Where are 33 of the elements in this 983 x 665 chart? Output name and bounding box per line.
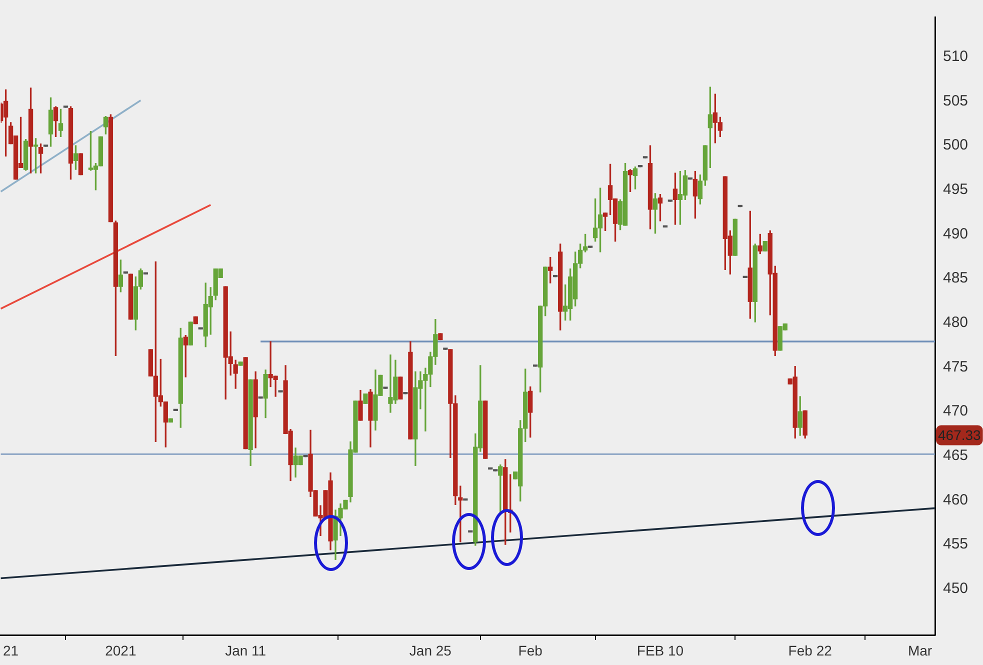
y-tick-label: 490 xyxy=(943,225,968,242)
y-tick-label: 455 xyxy=(943,536,968,553)
y-tick-label: 485 xyxy=(943,270,968,287)
candlestick xyxy=(238,362,243,366)
candlestick xyxy=(78,153,84,176)
y-tick-label: 510 xyxy=(943,48,968,66)
y-tick-label: 475 xyxy=(943,358,968,376)
x-tick-label: Feb xyxy=(518,642,543,658)
candlestick xyxy=(188,322,193,346)
y-tick-label: 505 xyxy=(943,92,968,110)
candlestick xyxy=(762,240,768,252)
y-tick-label: 460 xyxy=(943,491,968,508)
y-tick-label: 450 xyxy=(943,580,968,598)
x-tick-label: Mar xyxy=(908,642,932,658)
candlestick xyxy=(398,376,403,400)
candlestick xyxy=(363,394,368,404)
candlestick xyxy=(243,357,248,450)
candlestick xyxy=(303,454,308,458)
x-tick-label: 2021 xyxy=(105,642,136,658)
x-tick-label: 21 xyxy=(2,642,19,658)
candlestick xyxy=(258,396,263,399)
candlestick xyxy=(483,400,488,459)
y-tick-label: 495 xyxy=(943,181,968,198)
x-tick-label: FEB 10 xyxy=(636,642,684,658)
x-tick-label: Feb 22 xyxy=(788,642,832,658)
text: 467.33 xyxy=(938,427,982,444)
x-tick-label: Jan 11 xyxy=(225,642,266,658)
y-tick-label: 470 xyxy=(943,402,968,420)
y-tick-label: 465 xyxy=(943,447,968,464)
y-tick-label: 480 xyxy=(943,314,968,332)
candlestick xyxy=(438,333,443,340)
x-tick-label: Jan 25 xyxy=(409,642,452,658)
y-tick-label: 500 xyxy=(943,136,968,154)
